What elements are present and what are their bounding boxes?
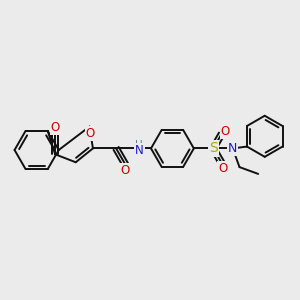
- Text: N: N: [228, 142, 237, 155]
- Text: O: O: [85, 127, 95, 140]
- Text: S: S: [209, 141, 218, 155]
- Text: O: O: [218, 162, 228, 175]
- Text: O: O: [50, 121, 60, 134]
- Text: O: O: [121, 164, 130, 177]
- Text: N: N: [135, 144, 144, 157]
- Text: O: O: [220, 124, 230, 138]
- Text: H: H: [136, 140, 143, 151]
